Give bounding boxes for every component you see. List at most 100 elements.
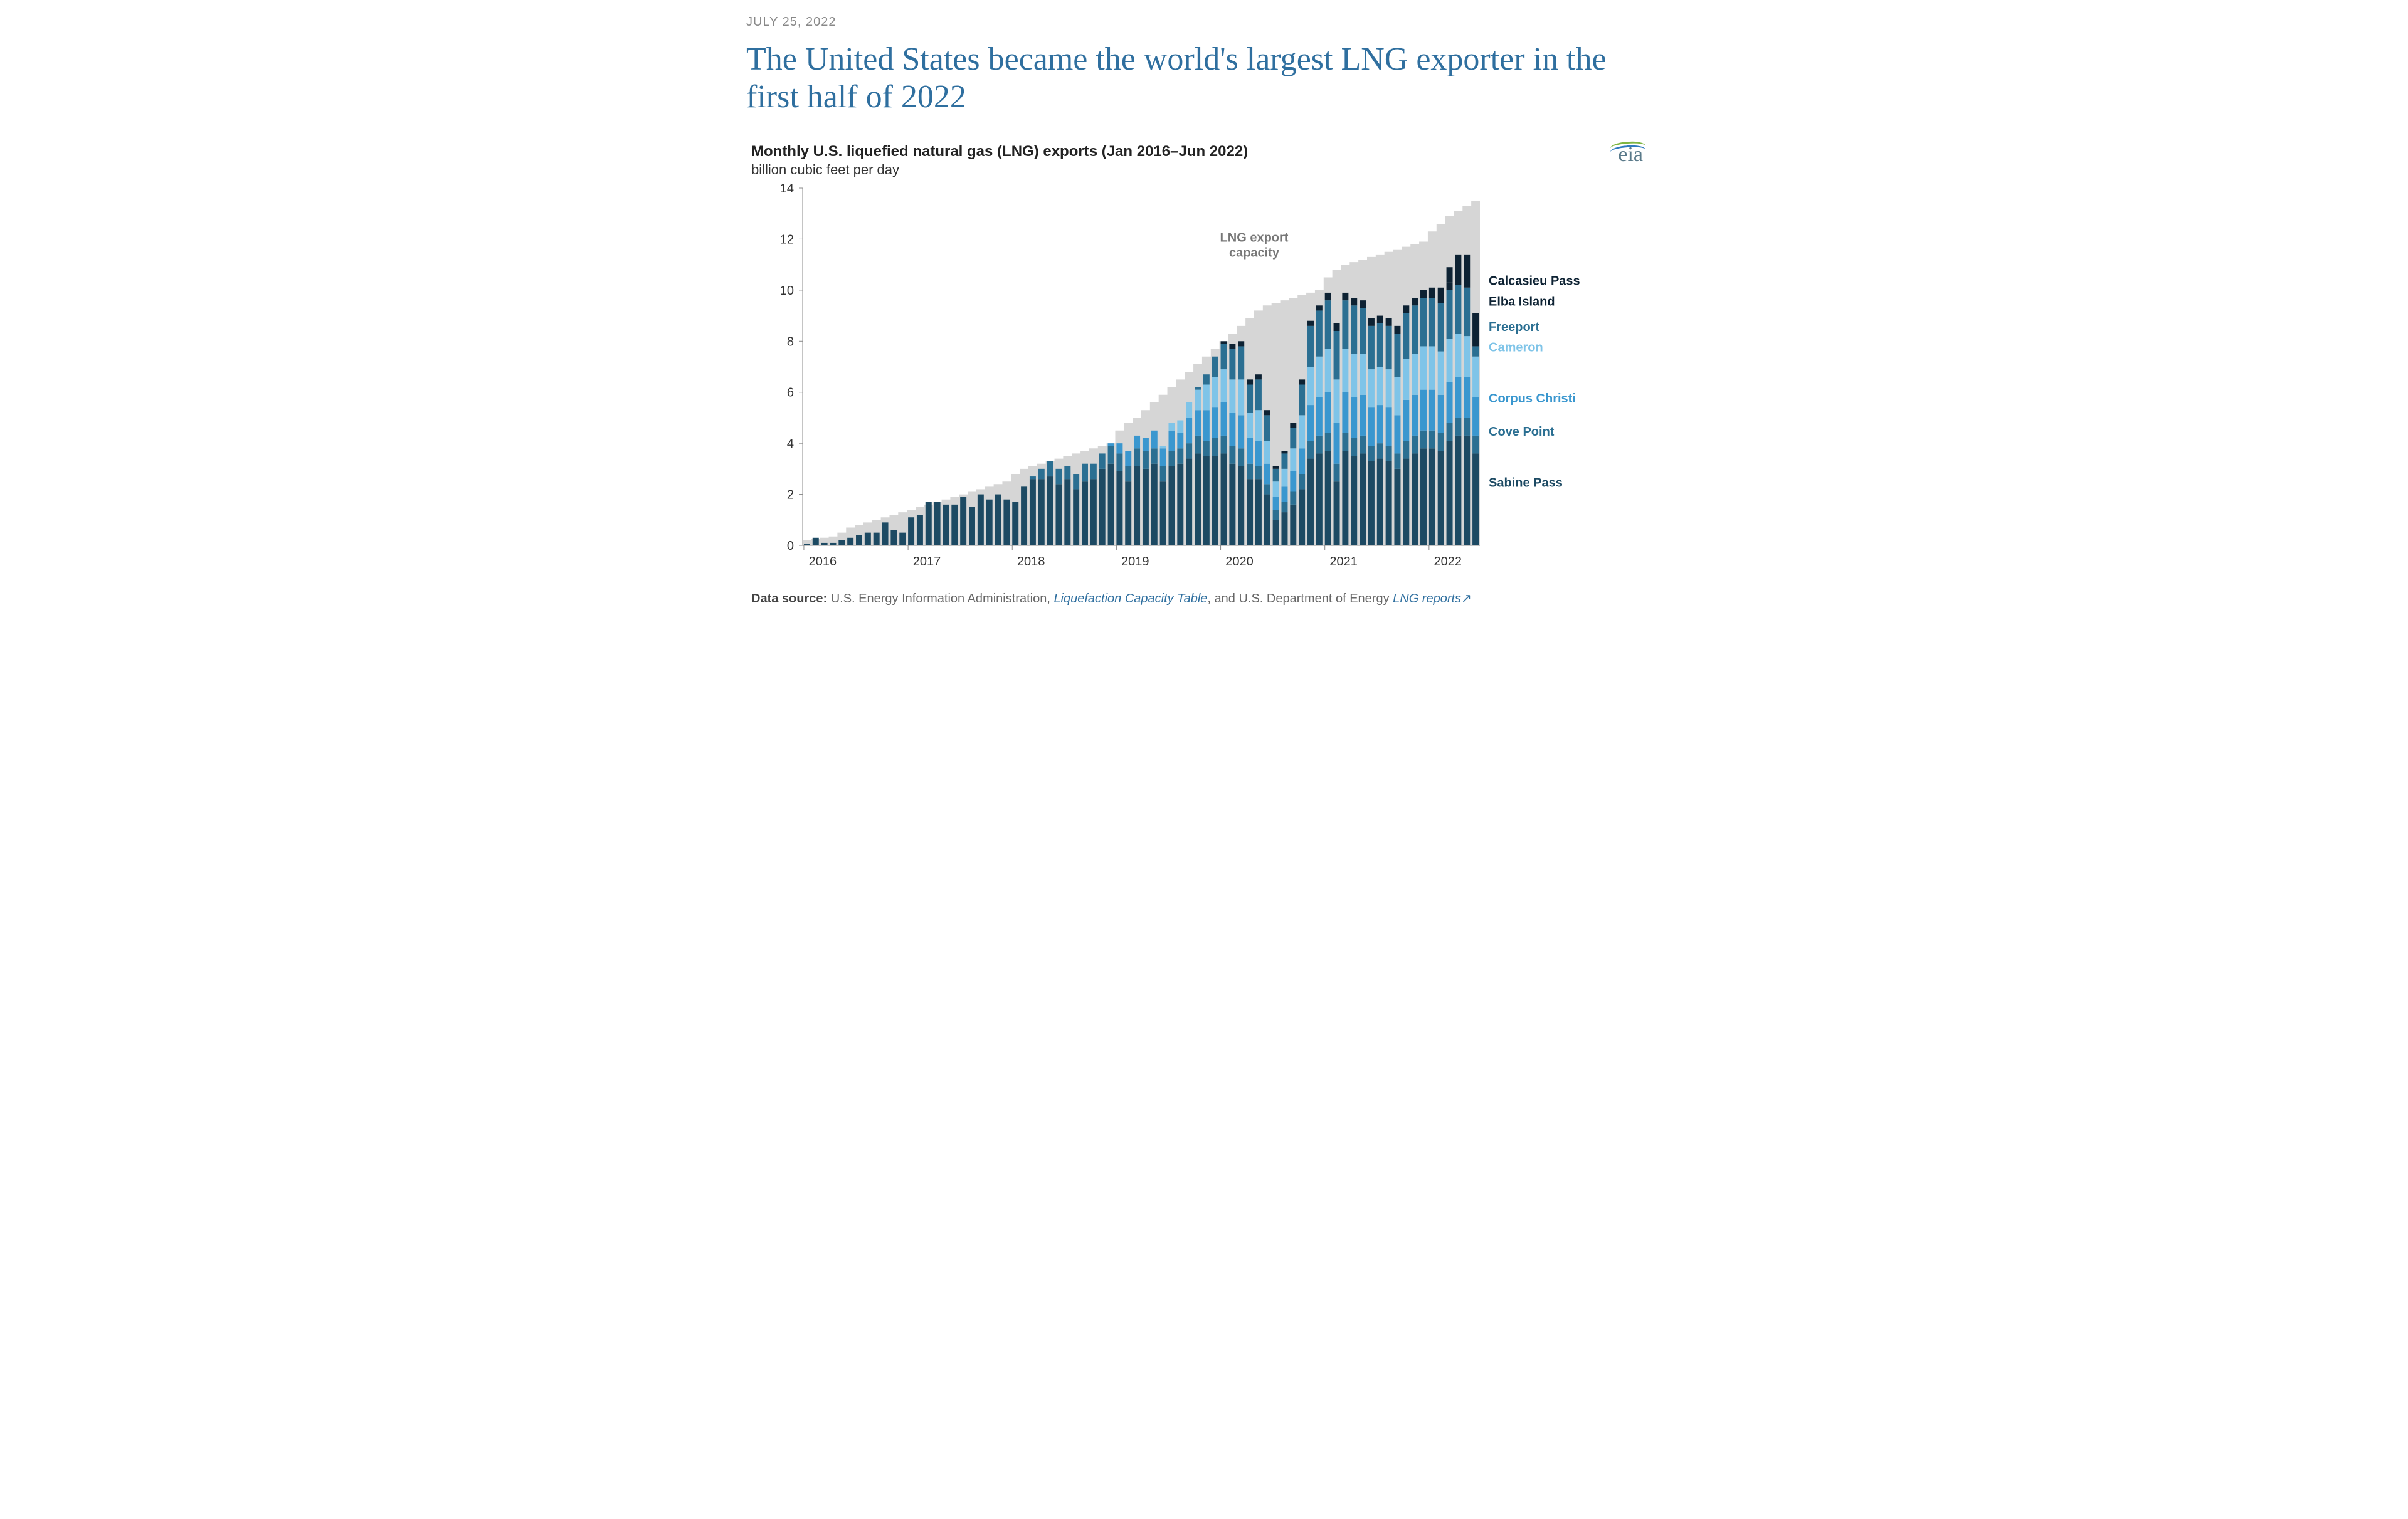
bar-cove bbox=[1455, 418, 1461, 436]
bar-sabine bbox=[1325, 451, 1331, 545]
bar-cove bbox=[1334, 463, 1340, 481]
bar-freeport bbox=[1221, 344, 1227, 369]
bar-calcasieu bbox=[1447, 267, 1453, 282]
chart-header: Monthly U.S. liquefied natural gas (LNG)… bbox=[751, 143, 1662, 178]
bar-corpus bbox=[1116, 443, 1122, 453]
chart-container: Monthly U.S. liquefied natural gas (LNG)… bbox=[746, 143, 1662, 608]
bar-corpus bbox=[1125, 451, 1131, 466]
bar-sabine bbox=[1143, 468, 1149, 545]
lng-export-chart: 024681012142016201720182019202020212022L… bbox=[746, 182, 1624, 583]
bar-sabine bbox=[1099, 468, 1106, 545]
x-tick-label: 2022 bbox=[1434, 555, 1462, 569]
bar-calcasieu bbox=[1429, 287, 1435, 290]
bar-freeport bbox=[1394, 334, 1400, 377]
bar-sabine bbox=[1247, 479, 1253, 545]
legend-corpus: Corpus Christi bbox=[1489, 392, 1576, 406]
y-tick-label: 14 bbox=[780, 182, 794, 196]
bar-freeport bbox=[1316, 310, 1323, 356]
bar-cove bbox=[1342, 433, 1348, 451]
x-tick-label: 2017 bbox=[913, 555, 941, 569]
bar-sabine bbox=[1030, 479, 1036, 545]
bar-elba bbox=[1386, 318, 1392, 325]
bar-corpus bbox=[1186, 418, 1192, 443]
bar-cove bbox=[1082, 463, 1088, 481]
bar-sabine bbox=[908, 517, 914, 545]
bar-sabine bbox=[1334, 481, 1340, 545]
bar-sabine bbox=[1316, 453, 1323, 545]
bar-cove bbox=[1377, 443, 1383, 458]
bar-sabine bbox=[1264, 494, 1270, 545]
bar-cove bbox=[1177, 448, 1183, 463]
bar-sabine bbox=[1125, 481, 1131, 545]
bar-sabine bbox=[1394, 468, 1400, 545]
bar-cove bbox=[1403, 441, 1409, 459]
bar-cove bbox=[1055, 468, 1062, 483]
bar-elba bbox=[1394, 325, 1400, 333]
bar-sabine bbox=[1195, 453, 1201, 545]
bar-sabine bbox=[986, 499, 993, 545]
bar-cameron bbox=[1247, 413, 1253, 438]
source-text-1: U.S. Energy Information Administration, bbox=[827, 592, 1054, 606]
source-link-2[interactable]: LNG reports↗ bbox=[1393, 592, 1472, 606]
bar-sabine bbox=[1255, 479, 1262, 545]
bar-cove bbox=[1108, 446, 1114, 464]
bar-cameron bbox=[1238, 379, 1244, 415]
bar-cameron bbox=[1403, 359, 1409, 399]
bar-corpus bbox=[1325, 392, 1331, 433]
source-text-2: , and U.S. Department of Energy bbox=[1207, 592, 1393, 606]
bar-sabine bbox=[847, 537, 853, 545]
bar-cove bbox=[1429, 430, 1435, 448]
bar-sabine bbox=[1281, 512, 1287, 545]
bar-cove bbox=[1151, 448, 1158, 463]
source-link-1[interactable]: Liquefaction Capacity Table bbox=[1054, 592, 1207, 606]
bar-sabine bbox=[1307, 458, 1314, 545]
bar-corpus bbox=[1195, 410, 1201, 436]
bar-sabine bbox=[1464, 436, 1470, 545]
bar-cove bbox=[1281, 502, 1287, 512]
bar-sabine bbox=[1403, 458, 1409, 545]
bar-sabine bbox=[1151, 463, 1158, 545]
bar-corpus bbox=[1229, 413, 1235, 446]
bar-sabine bbox=[1299, 489, 1305, 545]
bar-elba bbox=[1299, 379, 1305, 384]
bar-freeport bbox=[1281, 453, 1287, 468]
bar-elba bbox=[1368, 318, 1375, 325]
bar-sabine bbox=[813, 537, 819, 545]
bar-cameron bbox=[1386, 369, 1392, 407]
bar-cove bbox=[1307, 441, 1314, 459]
bar-cameron bbox=[1360, 354, 1366, 394]
bar-freeport bbox=[1447, 290, 1453, 338]
bar-cameron bbox=[1212, 377, 1218, 407]
bar-sabine bbox=[821, 543, 828, 545]
bar-cove bbox=[1273, 510, 1279, 520]
bar-cove bbox=[1030, 476, 1036, 479]
legend-elba: Elba Island bbox=[1489, 295, 1555, 308]
bar-sabine bbox=[1073, 489, 1079, 545]
bar-elba bbox=[1342, 293, 1348, 300]
bar-cove bbox=[1221, 436, 1227, 454]
legend-cameron: Cameron bbox=[1489, 340, 1543, 354]
bar-elba bbox=[1247, 379, 1253, 384]
bar-sabine bbox=[978, 494, 984, 545]
bar-sabine bbox=[1116, 471, 1122, 545]
bar-elba bbox=[1264, 410, 1270, 415]
bar-freeport bbox=[1238, 346, 1244, 379]
bar-corpus bbox=[1160, 448, 1166, 466]
bar-sabine bbox=[1186, 458, 1192, 545]
bar-cameron bbox=[1290, 448, 1296, 471]
bar-cove bbox=[1229, 446, 1235, 464]
bar-sabine bbox=[1238, 466, 1244, 545]
bar-elba bbox=[1273, 466, 1279, 468]
bar-freeport bbox=[1429, 298, 1435, 346]
bar-freeport bbox=[1299, 384, 1305, 415]
bar-corpus bbox=[1168, 430, 1175, 451]
bar-elba bbox=[1290, 423, 1296, 428]
bar-sabine bbox=[1472, 453, 1479, 545]
bar-corpus bbox=[1368, 407, 1375, 446]
bar-freeport bbox=[1195, 387, 1201, 389]
bar-cove bbox=[1412, 436, 1418, 454]
y-tick-label: 10 bbox=[780, 283, 794, 297]
bar-sabine bbox=[1212, 456, 1218, 545]
bar-cameron bbox=[1195, 389, 1201, 410]
bar-cameron bbox=[1299, 415, 1305, 448]
